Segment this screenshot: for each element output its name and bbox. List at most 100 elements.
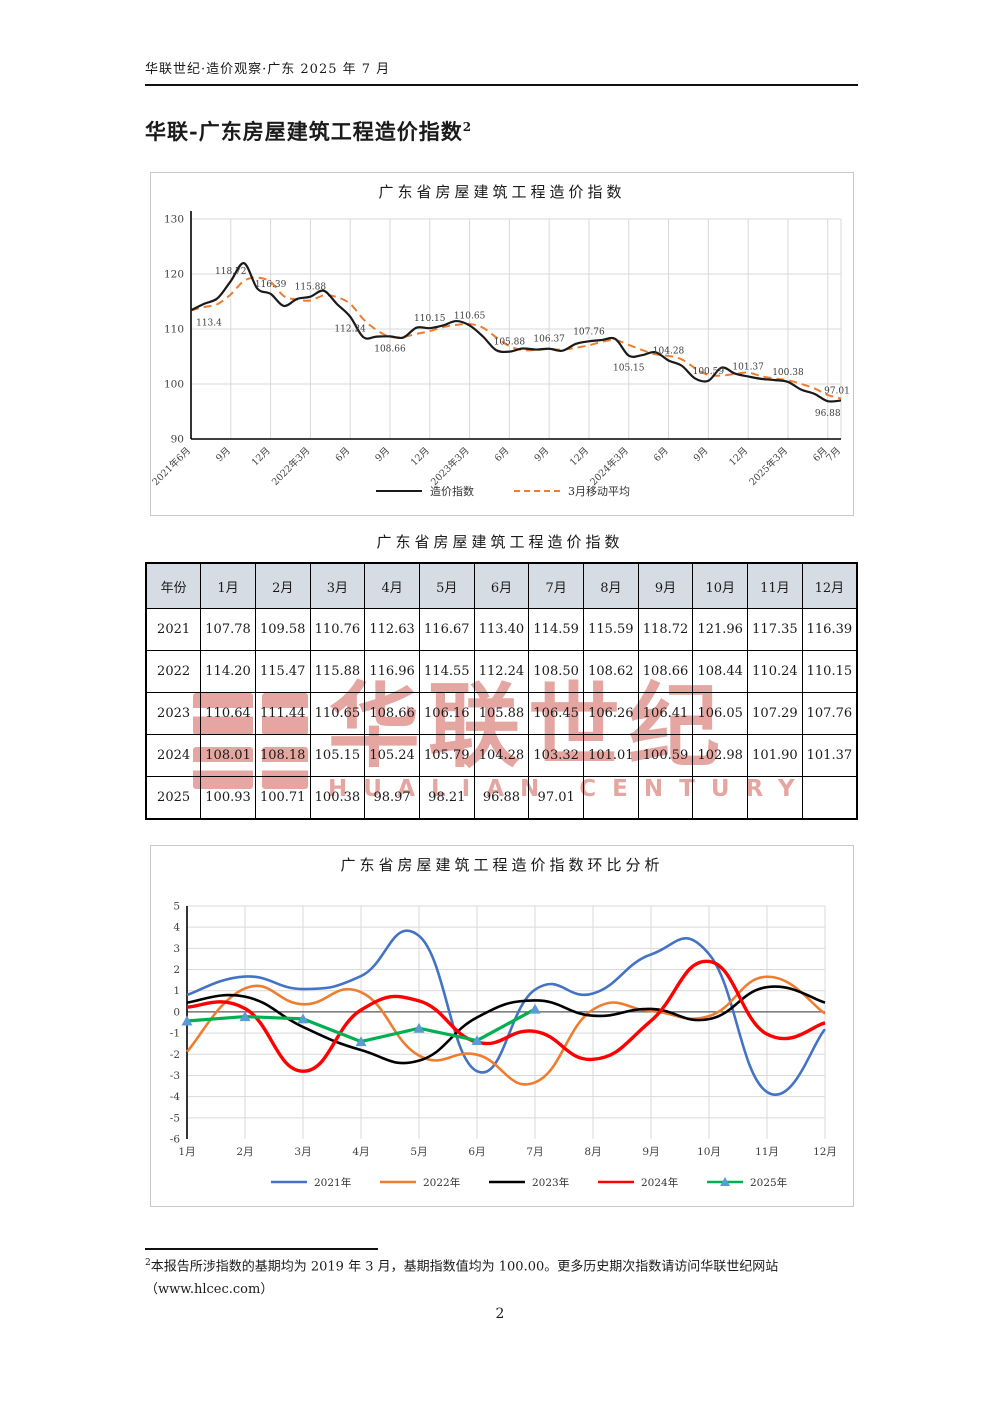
y-tick-label: 0 [173,1006,180,1018]
table-cell: 100.71 [254,776,311,820]
header-divider [145,84,858,86]
y-tick-label: -1 [170,1028,180,1040]
data-label: 96.88 [815,409,841,419]
data-label: 101.37 [732,362,764,372]
legend-label: 2024年 [641,1176,678,1189]
table-cell: 106.26 [583,692,639,735]
table-cell: 108.44 [692,650,749,693]
x-tick-label: 2月 [236,1146,253,1158]
footnote-divider [145,1248,378,1250]
table-cell: 110.65 [309,692,366,735]
legend-label: 3月移动平均 [568,485,630,498]
y-tick-label: 2 [173,964,180,976]
table-cell: 116.96 [364,650,420,693]
table-header-cell: 8月 [583,562,639,609]
table-cell: 96.88 [473,776,530,820]
x-tick-label: 9月 [533,445,552,464]
table-header-cell: 7月 [528,562,584,609]
table-cell: 2024 [145,734,202,777]
table-cell: 101.90 [747,734,803,777]
table-cell: 105.24 [364,734,420,777]
table-header-cell: 4月 [364,562,420,609]
table-title: 广东省房屋建筑工程造价指数 [376,533,624,551]
table-cell: 2025 [145,776,202,820]
table-cell: 114.59 [528,608,584,651]
table-cell: 105.15 [309,734,366,777]
data-label: 104.28 [653,346,685,356]
data-label: 107.76 [573,327,605,337]
data-label: 110.15 [414,314,446,324]
table-cell: 110.24 [747,650,803,693]
legend-triangle-marker [720,1177,730,1186]
y-tick-label: 130 [164,214,184,226]
series-line-2023年 [186,985,826,1065]
x-tick-label: 2024年3月 [588,445,631,488]
table-row: 2023 110.64 111.44 110.65 108.66 106.16 105.88… [145,692,858,735]
index-table: 年份 1月 2月 3月 4月 5月 6月 7月 8月 9月 10月 11月 12月 2021 107.78 1… [145,562,858,820]
triangle-marker [181,1015,193,1026]
table-header-cell: 3月 [309,562,366,609]
x-tick-label: 6月 [468,1146,485,1158]
table-cell: 107.78 [200,608,256,651]
table-header-cell: 年份 [145,562,202,609]
y-tick-label: -5 [170,1112,180,1124]
triangle-marker [471,1035,483,1046]
table-cell: 2023 [145,692,202,735]
data-label: 118.72 [215,267,247,277]
table-header-row: 年份 1月 2月 3月 4月 5月 6月 7月 8月 9月 10月 11月 12月 [145,562,858,609]
table-cell: 101.01 [583,734,639,777]
table-cell: 102.98 [692,734,749,777]
x-tick-label: 10月 [697,1146,721,1158]
table-cell: 2021 [145,608,202,651]
table-cell: 109.58 [254,608,311,651]
x-tick-label: 12月 [727,445,750,468]
table-header-cell: 5月 [418,562,475,609]
x-tick-label: 6月 [652,445,671,464]
table-cell: 113.40 [473,608,530,651]
table-row: 2022 114.20 115.47 115.88 116.96 114.55 112.24… [145,650,858,693]
table-cell: 115.88 [309,650,366,693]
chart2-title: 广东省房屋建筑工程造价指数环比分析 [340,856,664,874]
table-cell: 108.62 [583,650,639,693]
page-title-superscript: 2 [462,120,473,134]
table-cell [747,776,803,820]
table-header-cell: 11月 [747,562,803,609]
table-cell: 108.66 [637,650,694,693]
x-tick-label: 7月 [824,445,843,464]
table-header-cell: 1月 [200,562,256,609]
page-header: 华联世纪·造价观察·广东 2025 年 7 月 [145,62,391,77]
x-tick-label: 8月 [584,1146,601,1158]
footnote-url: （www.hlcec.com） [145,1282,274,1298]
table-cell: 106.41 [637,692,694,735]
moving-average-line [190,276,842,400]
data-label: 100.38 [772,368,804,378]
table-cell: 116.67 [418,608,475,651]
table-cell: 98.97 [364,776,420,820]
table-cell: 115.47 [254,650,311,693]
y-tick-label: 120 [164,269,184,281]
table-cell: 110.64 [200,692,256,735]
x-tick-label: 11月 [755,1146,779,1158]
data-label: 105.15 [613,364,645,374]
index-table-wrap: 年份 1月 2月 3月 4月 5月 6月 7月 8月 9月 10月 11月 12月 2021 107.78 1… [145,562,858,820]
triangle-marker [297,1013,309,1024]
legend-label: 2021年 [314,1176,351,1189]
table-cell: 101.37 [801,734,858,777]
mom-analysis-chart: 广东省房屋建筑工程造价指数环比分析 5 4 3 2 1 0 -1 -2 -3 -4 -5 -6 1月 2月… [150,845,854,1207]
table-cell: 100.59 [637,734,694,777]
data-label: 100.59 [693,367,725,377]
y-tick-label: -4 [170,1091,181,1103]
y-tick-label: -6 [170,1134,181,1146]
x-tick-label: 4月 [352,1146,369,1158]
table-header-cell: 2月 [254,562,311,609]
y-tick-label: 90 [171,434,184,446]
x-tick-label: 6月 [334,445,353,464]
table-cell: 112.63 [364,608,420,651]
table-cell: 121.96 [692,608,749,651]
table-cell: 104.28 [473,734,530,777]
table-cell: 118.72 [637,608,694,651]
table-cell: 106.16 [418,692,475,735]
data-label: 105.88 [494,338,526,348]
